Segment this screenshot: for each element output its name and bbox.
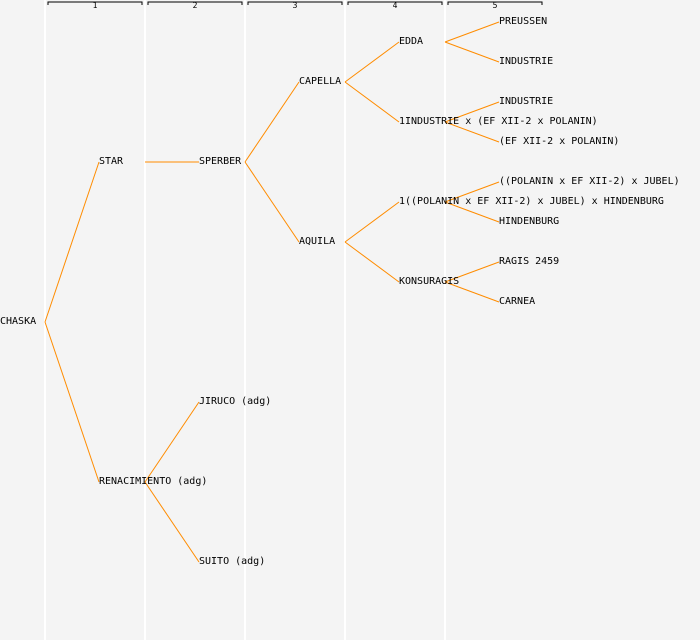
pedigree-root[interactable]: CHASKA [0, 316, 37, 327]
pedigree-node-gen5[interactable]: (EF XII-2 x POLANIN) [499, 136, 620, 147]
pedigree-node-gen5[interactable]: CARNEA [499, 296, 536, 307]
pedigree-node-gen1[interactable]: RENACIMIENTO (adg) [99, 476, 208, 487]
pedigree-node-gen2[interactable]: SUITO (adg) [199, 556, 266, 567]
generation-header: 3 [292, 1, 298, 10]
pedigree-connector [444, 181, 500, 203]
pedigree-connector [444, 121, 500, 143]
pedigree-node-gen5[interactable]: ((POLANIN x EF XII-2) x JUBEL) [499, 176, 680, 187]
pedigree-node-gen1[interactable]: STAR [99, 156, 124, 167]
generation-header: 1 [92, 1, 98, 10]
generation-bracket [447, 1, 543, 5]
pedigree-connector [444, 41, 500, 63]
pedigree-connector [444, 281, 500, 303]
pedigree-node-gen4[interactable]: 1((POLANIN x EF XII-2) x JUBEL) x HINDEN… [399, 196, 664, 207]
pedigree-connector [444, 101, 500, 123]
generation-header: 5 [492, 1, 498, 10]
generation-bracket [347, 1, 443, 5]
pedigree-node-gen3[interactable]: AQUILA [299, 236, 336, 247]
pedigree-node-gen4[interactable]: 1INDUSTRIE x (EF XII-2 x POLANIN) [399, 116, 598, 127]
pedigree-node-gen3[interactable]: CAPELLA [299, 76, 342, 87]
pedigree-node-gen5[interactable]: PREUSSEN [499, 16, 548, 27]
pedigree-node-gen2[interactable]: SPERBER [199, 156, 242, 167]
pedigree-connector [144, 401, 200, 483]
pedigree-node-gen4[interactable]: EDDA [399, 36, 424, 47]
pedigree-connector [344, 241, 400, 283]
pedigree-connector [344, 81, 400, 123]
pedigree-node-gen5[interactable]: INDUSTRIE [499, 56, 554, 67]
generation-header: 2 [192, 1, 198, 10]
pedigree-node-gen2[interactable]: JIRUCO (adg) [199, 396, 272, 407]
generation-bracket [47, 1, 143, 5]
pedigree-connector [144, 481, 200, 563]
pedigree-connector [244, 161, 300, 243]
pedigree-connector [444, 21, 500, 43]
pedigree-connector [444, 261, 500, 283]
generation-header: 4 [392, 1, 398, 10]
pedigree-connector [244, 81, 300, 163]
pedigree-node-gen5[interactable]: INDUSTRIE [499, 96, 554, 107]
pedigree-node-gen5[interactable]: RAGIS 2459 [499, 256, 560, 267]
generation-bracket [147, 1, 243, 5]
pedigree-connector [444, 201, 500, 223]
pedigree-connector [344, 201, 400, 243]
pedigree-connector [44, 321, 100, 483]
pedigree-node-gen4[interactable]: KONSURAGIS [399, 276, 460, 287]
pedigree-connector [344, 41, 400, 83]
pedigree-connector [44, 161, 100, 323]
generation-bracket [247, 1, 343, 5]
pedigree-node-gen5[interactable]: HINDENBURG [499, 216, 560, 227]
